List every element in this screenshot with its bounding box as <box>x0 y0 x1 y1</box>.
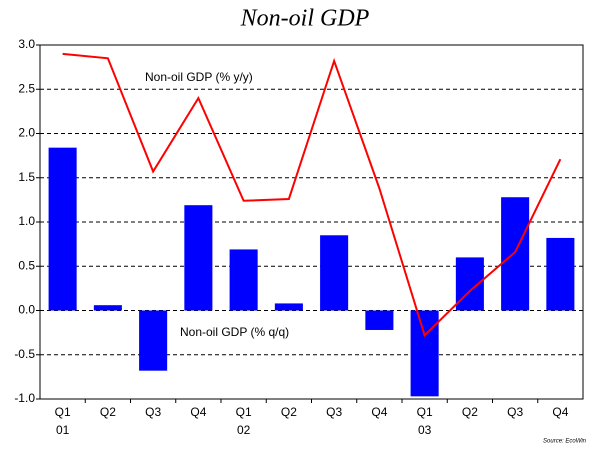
y-tick-label: 0.5 <box>18 258 35 272</box>
line <box>62 52 562 338</box>
x-tick-label: Q1 <box>236 405 252 419</box>
x-tick-label: Q4 <box>190 405 206 419</box>
year-label: 01 <box>56 423 70 437</box>
bar <box>501 197 530 311</box>
bar <box>320 235 349 311</box>
source: Source: EcoWin <box>543 439 587 445</box>
x-tick-label: Q2 <box>100 405 116 419</box>
x-tick-label: Q1 <box>417 405 433 419</box>
chart-title: Non-oil GDP <box>240 6 370 32</box>
year-label: 02 <box>237 423 251 437</box>
bar <box>365 310 394 330</box>
bar <box>229 249 258 311</box>
y-tick-label: 3.0 <box>18 37 35 51</box>
series-label: Non-oil GDP (% y/y) <box>145 70 253 84</box>
x-tick-label: Q2 <box>462 405 478 419</box>
bar <box>455 257 484 311</box>
y-tick-label: 1.0 <box>18 214 35 228</box>
x-tick-label: Q3 <box>507 405 523 419</box>
x-tick-label: Q4 <box>371 405 387 419</box>
x-tick-label: Q3 <box>145 405 161 419</box>
y-tick-label: 1.5 <box>18 170 35 184</box>
bar <box>184 205 213 311</box>
x-tick-label: Q3 <box>326 405 342 419</box>
x-tick-label: Q2 <box>281 405 297 419</box>
y-tick-label: 0.0 <box>18 303 35 317</box>
bar <box>410 310 439 397</box>
plot-frame <box>39 44 584 400</box>
y-tick-label: 2.0 <box>18 126 35 140</box>
bar <box>274 303 303 311</box>
year-label: 03 <box>418 423 432 437</box>
bar <box>546 237 575 311</box>
series-label: Non-oil GDP (% q/q) <box>180 325 289 339</box>
bar <box>48 147 77 311</box>
y-tick-label: 2.5 <box>18 81 35 95</box>
y-tick-label: -0.5 <box>14 347 35 361</box>
x-tick-label: Q1 <box>55 405 71 419</box>
bar <box>139 310 168 371</box>
bar <box>93 305 122 311</box>
x-tick-label: Q4 <box>552 405 568 419</box>
y-tick-label: -1.0 <box>14 391 35 405</box>
